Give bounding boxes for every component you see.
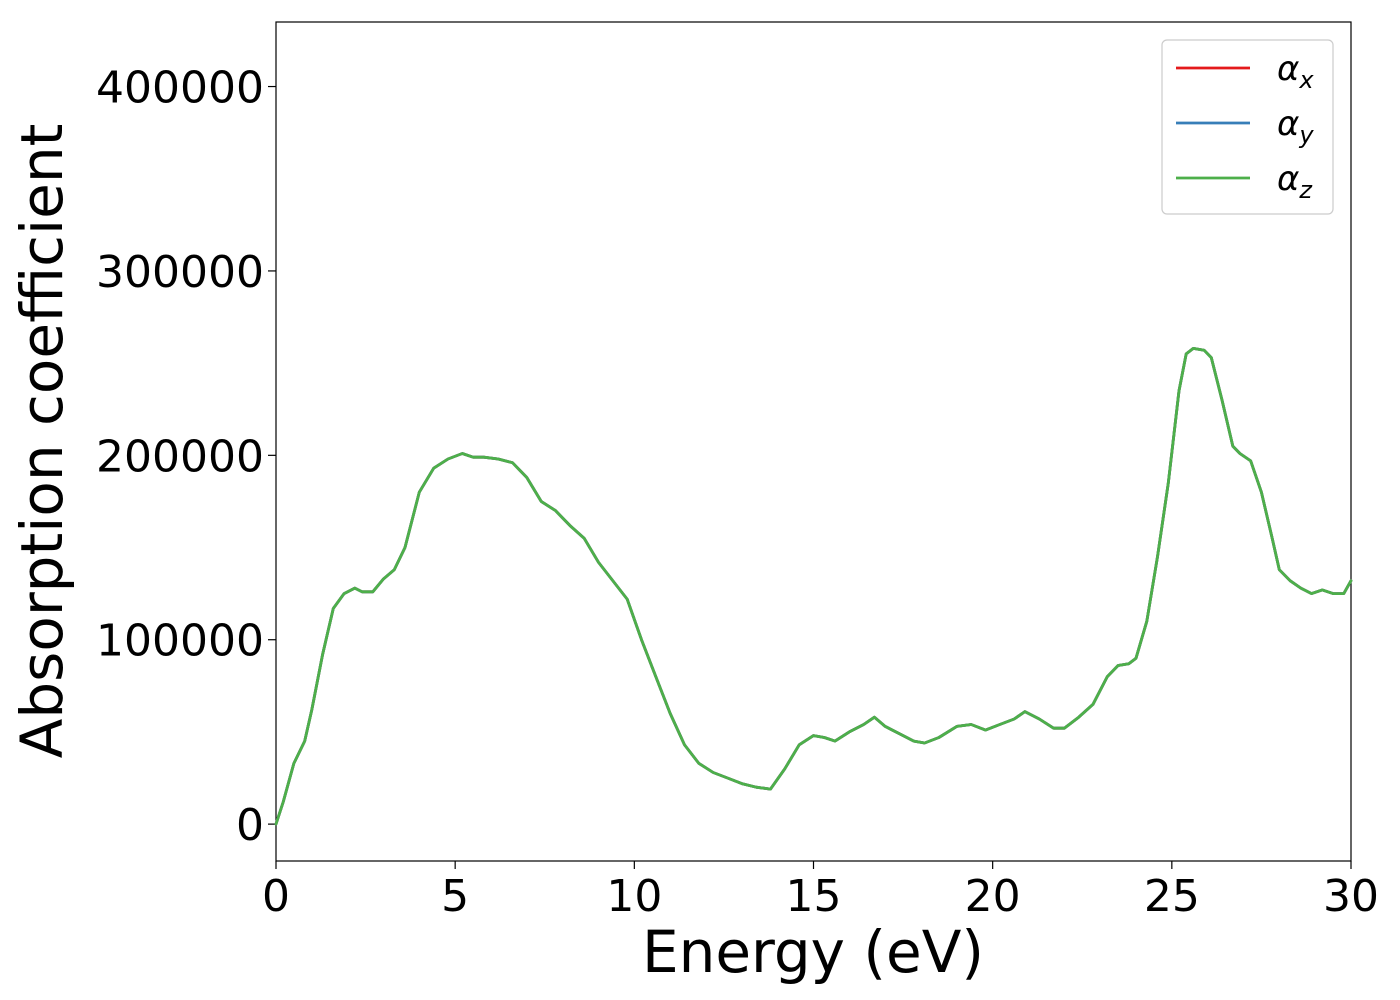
x-tick-label: 20 (965, 871, 1021, 922)
legend-label-2: αy (1277, 104, 1314, 149)
x-tick-label: 10 (606, 871, 662, 922)
series-line-1 (274, 346, 1353, 826)
y-tick-label: 300000 (96, 247, 264, 298)
x-tick-label: 0 (262, 871, 290, 922)
x-tick-label: 30 (1323, 871, 1379, 922)
x-tick-label: 15 (786, 871, 842, 922)
x-axis-title: Energy (eV) (642, 918, 984, 986)
legend: αx αy αz (1161, 39, 1334, 215)
y-axis-title: Absorption coefficient (8, 124, 76, 759)
x-tick-label: 5 (441, 871, 469, 922)
y-tick-label: 100000 (96, 616, 264, 667)
x-axis: 0 5 10 15 20 25 30 (262, 861, 1379, 922)
series-layer (274, 346, 1353, 826)
x-tick-label: 25 (1144, 871, 1200, 922)
series-line-2 (274, 346, 1353, 826)
y-tick-label: 400000 (96, 63, 264, 114)
y-tick-label: 200000 (96, 431, 264, 482)
series-line-3 (274, 346, 1353, 826)
legend-label-1: αx (1277, 49, 1314, 94)
legend-label-3: αz (1277, 159, 1313, 204)
y-tick-label: 0 (236, 800, 264, 851)
y-axis: 0 100000 200000 300000 400000 (96, 63, 276, 851)
legend-box (1161, 39, 1334, 215)
